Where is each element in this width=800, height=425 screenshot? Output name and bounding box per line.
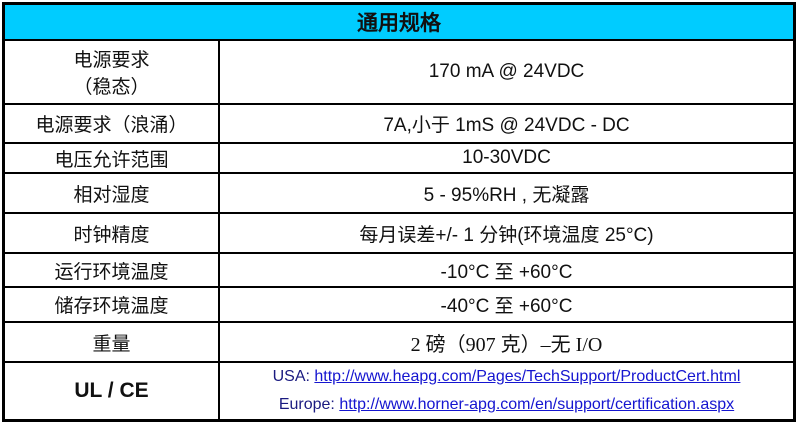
row-label: 电源要求（浪涌） (2, 103, 220, 144)
row-label: 时钟精度 (2, 212, 220, 254)
row-value: -40°C 至 +60°C (218, 286, 796, 323)
row-label: UL / CE (2, 361, 220, 422)
table-row: UL / CE USA: http://www.heapg.com/Pages/… (2, 361, 796, 422)
row-value: 每月误差+/- 1 分钟(环境温度 25°C) (218, 212, 796, 254)
row-value: -10°C 至 +60°C (218, 252, 796, 288)
table-row: 重量 2 磅（907 克）–无 I/O (2, 321, 796, 363)
row-label: 储存环境温度 (2, 286, 220, 323)
label-line1: 电源要求 (73, 50, 150, 71)
row-label: 电源要求 （稳态） (2, 39, 220, 105)
table-row: 电压允许范围 10-30VDC (2, 142, 796, 174)
row-value: 2 磅（907 克）–无 I/O (218, 321, 796, 363)
table-row: 储存环境温度 -40°C 至 +60°C (2, 286, 796, 323)
table-row: 电源要求（浪涌） 7A,小于 1mS @ 24VDC - DC (2, 103, 796, 144)
europe-cert-link[interactable]: http://www.horner-apg.com/en/support/cer… (339, 396, 735, 413)
row-label: 相对湿度 (2, 172, 220, 214)
usa-prefix: USA: (272, 368, 315, 385)
label-line2: （稳态） (73, 77, 150, 98)
row-label: 重量 (2, 321, 220, 363)
row-label: 电压允许范围 (2, 142, 220, 174)
table-row: 电源要求 （稳态） 170 mA @ 24VDC (2, 39, 796, 105)
row-label: 运行环境温度 (2, 252, 220, 288)
row-value: 170 mA @ 24VDC (218, 39, 796, 105)
table-title: 通用规格 (2, 2, 796, 41)
table-row: 相对湿度 5 - 95%RH , 无凝露 (2, 172, 796, 214)
table-row: 运行环境温度 -10°C 至 +60°C (2, 252, 796, 288)
cert-links: USA: http://www.heapg.com/Pages/TechSupp… (218, 361, 796, 422)
row-value: 7A,小于 1mS @ 24VDC - DC (218, 103, 796, 144)
row-value: 5 - 95%RH , 无凝露 (218, 172, 796, 214)
row-value: 10-30VDC (218, 142, 796, 174)
table-row: 时钟精度 每月误差+/- 1 分钟(环境温度 25°C) (2, 212, 796, 254)
usa-cert-link[interactable]: http://www.heapg.com/Pages/TechSupport/P… (314, 368, 741, 385)
europe-prefix: Europe: (278, 396, 340, 413)
